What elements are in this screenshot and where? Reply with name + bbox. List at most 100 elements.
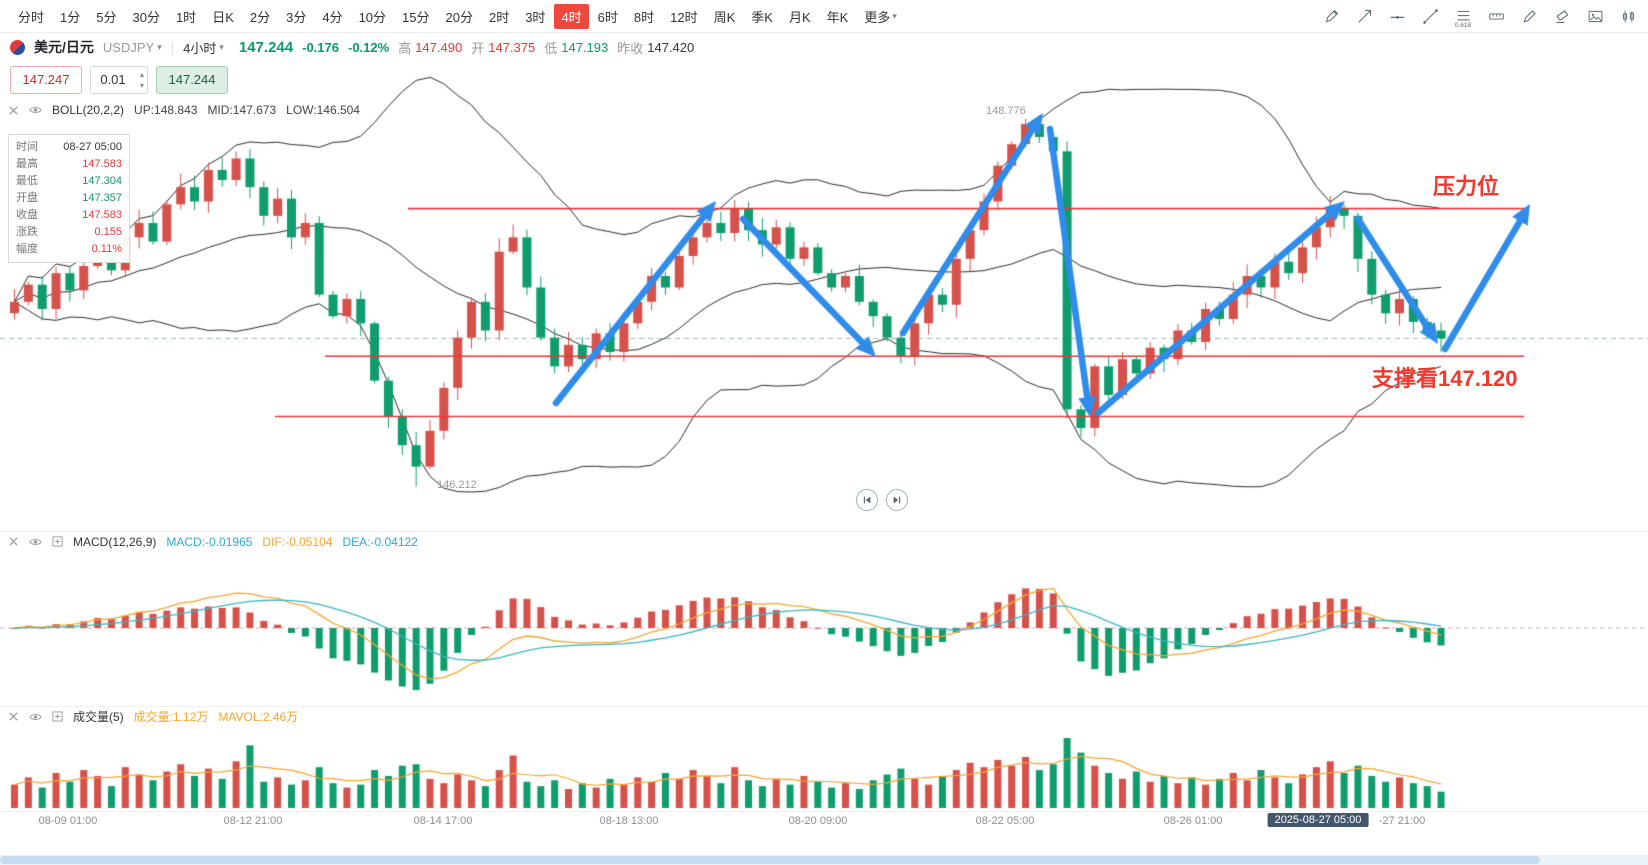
tooltip-value: 08-27 05:00 bbox=[63, 141, 122, 153]
horizontal-line-tool-icon[interactable] bbox=[1387, 6, 1407, 26]
close-indicator-icon[interactable] bbox=[8, 105, 19, 116]
close-indicator-icon[interactable] bbox=[8, 536, 19, 547]
annotation-text[interactable]: 支撑看147.120 bbox=[1372, 366, 1518, 391]
time-axis-highlighted-label: 2025-08-27 05:00 bbox=[1267, 813, 1369, 827]
tooltip-value: 147.357 bbox=[82, 192, 122, 204]
tooltip-row: 最高 147.583 bbox=[16, 156, 122, 173]
tooltip-row: 最低 147.304 bbox=[16, 173, 122, 190]
pair-code-selector[interactable]: USDJPY ▾ bbox=[103, 40, 162, 55]
playback-next-button[interactable] bbox=[886, 489, 908, 511]
timeframe-8时[interactable]: 8时 bbox=[627, 4, 661, 29]
high-stat: 高 147.490 bbox=[398, 39, 463, 56]
visibility-icon[interactable] bbox=[29, 537, 42, 547]
pair-code: USDJPY bbox=[102, 39, 155, 55]
buy-price-box[interactable]: 147.244 bbox=[156, 66, 228, 94]
timeframe-15分[interactable]: 15分 bbox=[395, 4, 436, 29]
timeframe-4分[interactable]: 4分 bbox=[315, 4, 349, 29]
chevron-down-icon: ▾ bbox=[157, 41, 162, 52]
price-extreme-label: 146.212 bbox=[437, 479, 477, 491]
timeframe-年K[interactable]: 年K bbox=[820, 4, 856, 29]
pair-name[interactable]: 美元/日元 bbox=[34, 39, 94, 55]
main-chart-canvas[interactable] bbox=[0, 61, 1648, 527]
playback-prev-button[interactable] bbox=[856, 489, 878, 511]
tooltip-row: 涨跌 0.155 bbox=[16, 224, 122, 241]
chevron-down-icon: ▾ bbox=[219, 41, 224, 52]
step-down-button[interactable]: ▾ bbox=[139, 81, 144, 90]
fibonacci-ratio-label: 0.618 bbox=[1454, 21, 1472, 29]
timeframe-6时[interactable]: 6时 bbox=[591, 4, 625, 29]
step-up-button[interactable]: ▴ bbox=[139, 70, 144, 79]
timeframe-月K[interactable]: 月K bbox=[782, 4, 818, 29]
tooltip-label: 幅度 bbox=[16, 243, 38, 255]
more-label: 更多 bbox=[864, 9, 891, 25]
indicator-settings-icon[interactable] bbox=[52, 711, 63, 722]
macd-chart-canvas[interactable] bbox=[0, 554, 1648, 702]
timeframe-10分[interactable]: 10分 bbox=[352, 4, 393, 29]
visibility-icon[interactable] bbox=[29, 712, 42, 722]
time-axis-label: 08-26 01:00 bbox=[1163, 815, 1223, 827]
volume-name[interactable]: 成交量(5) bbox=[73, 710, 124, 724]
indicator-settings-icon[interactable] bbox=[52, 536, 63, 547]
timeframe-季K[interactable]: 季K bbox=[744, 4, 780, 29]
tooltip-value: 147.583 bbox=[82, 158, 122, 170]
volume-chart-canvas[interactable] bbox=[0, 728, 1648, 810]
more-timeframes-button[interactable]: 更多 ▾ bbox=[857, 4, 904, 29]
tooltip-row: 时间 08-27 05:00 bbox=[16, 139, 122, 156]
close-indicator-icon[interactable] bbox=[8, 711, 19, 722]
timeframe-3时[interactable]: 3时 bbox=[518, 4, 552, 29]
boll-name[interactable]: BOLL(20,2,2) bbox=[52, 103, 125, 117]
tooltip-label: 最高 bbox=[16, 158, 38, 170]
measure-tool-icon[interactable] bbox=[1486, 6, 1506, 26]
timeframe-1时[interactable]: 1时 bbox=[169, 4, 203, 29]
timeframe-4时[interactable]: 4时 bbox=[554, 3, 589, 29]
pen-tool-icon[interactable] bbox=[1354, 6, 1374, 26]
candle-style-tool-icon[interactable] bbox=[1618, 6, 1638, 26]
time-axis-label: 08-09 01:00 bbox=[38, 815, 98, 827]
timeframe-1分[interactable]: 1分 bbox=[53, 4, 87, 29]
quantity-stepper[interactable]: 0.01 ▴ ▾ bbox=[90, 66, 148, 94]
ohlc-tooltip: 时间 08-27 05:00 最高 147.583 最低 147.304 开盘 147.357… bbox=[8, 134, 130, 263]
pair-flag-icon bbox=[10, 39, 25, 55]
prev-close-stat: 昨收 147.420 bbox=[617, 39, 695, 56]
trend-line-tool-icon[interactable] bbox=[1420, 6, 1440, 26]
boll-indicator-header: BOLL(20,2,2) UP:148.843 MID:147.673 LOW:… bbox=[8, 103, 360, 117]
annotation-text[interactable]: 压力位 bbox=[1433, 174, 1500, 199]
tooltip-value: 0.11% bbox=[91, 243, 122, 255]
tooltip-value: 0.155 bbox=[94, 226, 122, 238]
timeframe-2时[interactable]: 2时 bbox=[482, 4, 516, 29]
fibonacci-tool-icon[interactable]: 0.618 bbox=[1453, 6, 1473, 28]
tooltip-label: 收盘 bbox=[16, 209, 38, 221]
time-axis-label: 08-22 05:00 bbox=[975, 815, 1035, 827]
brush-tool-icon[interactable] bbox=[1519, 6, 1539, 26]
visibility-icon[interactable] bbox=[29, 105, 42, 115]
tooltip-label: 涨跌 bbox=[16, 226, 38, 238]
drawing-tools-toolbar: 0.618 bbox=[1321, 6, 1638, 28]
boll-mid-value: MID:147.673 bbox=[207, 103, 277, 117]
tooltip-row: 开盘 147.357 bbox=[16, 190, 122, 207]
timeframe-5分[interactable]: 5分 bbox=[89, 4, 123, 29]
timeframe-20分[interactable]: 20分 bbox=[439, 4, 480, 29]
timeframe-日K[interactable]: 日K bbox=[205, 4, 241, 29]
open-stat: 开 147.375 bbox=[471, 39, 536, 56]
timeframe-2分[interactable]: 2分 bbox=[243, 4, 277, 29]
timeframe-周K[interactable]: 周K bbox=[707, 4, 743, 29]
sell-price-box[interactable]: 147.247 bbox=[10, 66, 82, 94]
tooltip-label: 时间 bbox=[16, 141, 38, 153]
timeframe-3分[interactable]: 3分 bbox=[279, 4, 313, 29]
eraser-tool-icon[interactable] bbox=[1552, 6, 1572, 26]
dea-value: DEA:-0.04122 bbox=[342, 534, 418, 549]
price-extreme-label: 148.776 bbox=[986, 105, 1026, 117]
pencil-tool-icon[interactable] bbox=[1321, 6, 1341, 26]
screenshot-tool-icon[interactable] bbox=[1585, 6, 1605, 26]
macd-name[interactable]: MACD(12,26,9) bbox=[73, 534, 157, 549]
time-axis-label: 08-20 09:00 bbox=[788, 815, 848, 827]
time-axis-label: -27 21:00 bbox=[1378, 815, 1426, 827]
timeframe-分时[interactable]: 分时 bbox=[11, 4, 51, 29]
chart-scrollbar[interactable] bbox=[0, 855, 1648, 865]
timeframe-30分[interactable]: 30分 bbox=[125, 4, 166, 29]
scrollbar-thumb[interactable] bbox=[0, 856, 1540, 864]
boll-low-value: LOW:146.504 bbox=[286, 103, 360, 117]
timeframe-12时[interactable]: 12时 bbox=[663, 4, 704, 29]
interval-selector[interactable]: 4小时 ▾ bbox=[183, 38, 224, 57]
